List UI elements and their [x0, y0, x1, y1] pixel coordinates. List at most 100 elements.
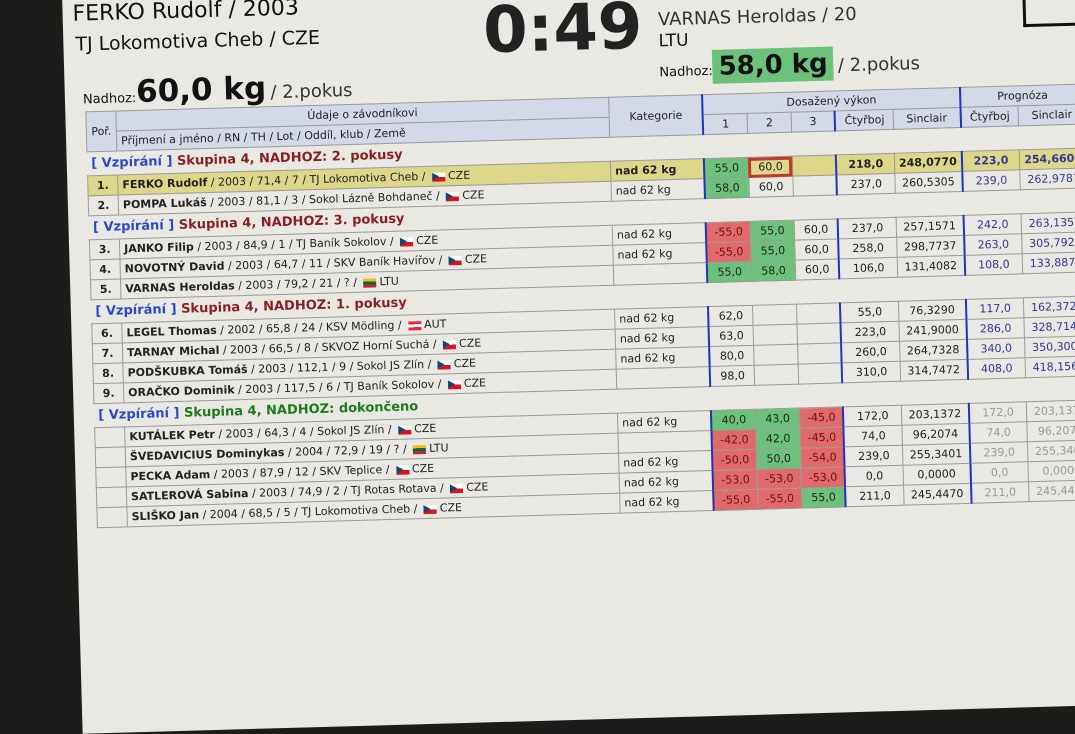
athlete-name: SATLEROVÁ Sabina: [130, 486, 249, 504]
attempt-1-cell: -53,0: [713, 469, 758, 491]
athlete-position: 5.: [90, 278, 122, 300]
forecast-sinclair-cell: 305,7922: [1021, 231, 1075, 254]
forecast-total-cell: 242,0: [963, 213, 1022, 236]
athlete-info: / 2002 / 65,8 / 24 / KSV Mödling /: [216, 318, 406, 337]
athlete-name: KUTÁLEK Petr: [129, 427, 216, 444]
attempt-3-cell: 60,0: [794, 218, 839, 241]
total-cell: 218,0: [836, 153, 895, 175]
forecast-total-cell: 408,0: [967, 357, 1026, 380]
forecast-sinclair-cell: 328,7140: [1024, 315, 1075, 338]
sport-link[interactable]: [ Vzpírání ]: [92, 217, 175, 236]
athlete-country: CZE: [462, 188, 485, 202]
athlete-info: / 2003 / 87,9 / 12 / SKV Teplice /: [210, 462, 394, 482]
sport-link[interactable]: [ Vzpírání ]: [91, 153, 173, 172]
athlete-name: PODŠKUBKA Tomáš: [127, 362, 248, 380]
forecast-sinclair-cell: 96,2074: [1027, 419, 1075, 442]
attempt-3-cell: 55,0: [801, 486, 847, 509]
total-cell: 237,0: [836, 173, 896, 195]
attempt-3-cell: [798, 362, 843, 385]
attempt-1-cell: -50,0: [712, 449, 758, 471]
athlete-info: / 2003 / 74,9 / 2 / TJ Rotas Rotava /: [248, 481, 448, 500]
attempt-1-cell: 62,0: [708, 305, 753, 327]
athlete-position: [95, 446, 126, 468]
athlete-category: nad 62 kg: [610, 158, 705, 182]
attempt-1-cell: 58,0: [704, 177, 750, 199]
athlete-category: nad 62 kg: [619, 470, 714, 494]
sinclair-cell: 255,3401: [902, 443, 971, 466]
forecast-sinclair-cell: 245,4470: [1028, 479, 1075, 502]
athlete-position: [96, 506, 128, 528]
athlete-category: nad 62 kg: [614, 306, 710, 330]
athlete-category: [613, 262, 708, 286]
col-attempt-2: 2: [747, 112, 792, 134]
col-attempt-3: 3: [791, 110, 836, 133]
sport-link[interactable]: [ Vzpírání ]: [98, 405, 180, 424]
attempt-2-cell: [754, 364, 799, 386]
group-title: Skupina 4, NADHOZ: 2. pokusy: [176, 147, 403, 169]
athlete-category: nad 62 kg: [618, 450, 714, 474]
attempt-1-cell: -55,0: [713, 489, 759, 511]
attempt-2-cell: 60,0: [748, 156, 793, 178]
forecast-total-cell: 340,0: [966, 337, 1026, 360]
athlete-category: [617, 430, 713, 454]
total-cell: 55,0: [840, 301, 899, 323]
athlete-info: / 2004 / 68,5 / 5 / TJ Lokomotiva Cheb /: [198, 502, 421, 522]
flag-icon: [413, 444, 427, 454]
athlete-category: nad 62 kg: [615, 346, 711, 370]
flag-icon: [407, 320, 422, 330]
athlete-category: nad 62 kg: [612, 222, 707, 246]
athlete-position: 9.: [93, 382, 124, 404]
total-cell: 74,0: [843, 425, 903, 447]
forecast-sinclair-cell: 254,6600: [1019, 147, 1075, 170]
forecast-total-cell: 223,0: [961, 149, 1021, 172]
total-cell: 223,0: [840, 321, 900, 343]
flag-icon: [397, 424, 412, 435]
attempt-2-cell: [752, 304, 797, 326]
current-athlete-club: TJ Lokomotiva Cheb / CZE: [75, 26, 321, 56]
flag-icon: [423, 504, 437, 514]
athlete-country: CZE: [466, 480, 489, 494]
timer: 0:49: [482, 0, 644, 69]
total-cell: 0,0: [844, 465, 904, 487]
next-athlete-name: VARNAS Heroldas / 20: [657, 3, 857, 31]
attempt-1-cell: 80,0: [709, 345, 755, 367]
total-cell: 310,0: [842, 361, 901, 383]
sinclair-cell: 241,9000: [898, 319, 967, 342]
corner-frame: [1021, 0, 1075, 28]
total-cell: 239,0: [844, 445, 903, 467]
forecast-sinclair-cell: 418,1568: [1025, 355, 1075, 378]
forecast-total-cell: 263,0: [963, 233, 1023, 256]
forecast-sinclair-cell: 262,9787: [1020, 167, 1075, 190]
sinclair-cell: 131,4082: [897, 255, 965, 278]
sinclair-cell: 257,1571: [896, 215, 964, 238]
athlete-name: TARNAY Michal: [126, 343, 220, 360]
current-weight: 60,0 kg: [135, 70, 267, 110]
flag-icon: [447, 379, 461, 389]
athlete-position: 6.: [91, 322, 123, 344]
attempt-1-cell: 40,0: [711, 409, 756, 431]
flag-icon: [431, 171, 446, 182]
attempt-2-cell: [753, 344, 799, 366]
attempt-2-cell: 58,0: [751, 260, 796, 282]
athlete-category: nad 62 kg: [610, 178, 706, 202]
attempt-2-cell: 42,0: [755, 428, 801, 450]
attempt-1-cell: 63,0: [709, 325, 754, 347]
athlete-country: CZE: [411, 461, 435, 476]
sport-link[interactable]: [ Vzpírání ]: [95, 301, 177, 320]
col-forecast-total: Čtyřboj: [960, 105, 1019, 128]
forecast-total-cell: 172,0: [968, 401, 1028, 424]
athlete-country: LTU: [379, 274, 400, 289]
attempt-1-cell: -55,0: [706, 241, 752, 263]
total-cell: 260,0: [841, 341, 901, 363]
attempt-1-cell: -55,0: [706, 221, 751, 243]
attempt-3-cell: 60,0: [794, 238, 840, 261]
attempt-1-cell: 55,0: [704, 157, 749, 179]
athlete-country: CZE: [447, 168, 471, 183]
sinclair-cell: 203,1372: [901, 403, 970, 426]
total-cell: 106,0: [839, 257, 898, 279]
attempt-3-cell: -53,0: [800, 466, 846, 489]
flag-icon: [395, 464, 410, 475]
athlete-position: 8.: [92, 362, 124, 384]
forecast-total-cell: 117,0: [965, 297, 1025, 320]
athlete-position: [94, 426, 126, 448]
